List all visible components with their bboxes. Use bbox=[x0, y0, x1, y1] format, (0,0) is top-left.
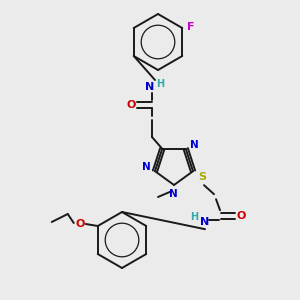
Text: O: O bbox=[236, 211, 246, 221]
Text: O: O bbox=[126, 100, 136, 110]
Text: F: F bbox=[188, 22, 195, 32]
Text: N: N bbox=[169, 189, 177, 199]
Text: N: N bbox=[200, 217, 210, 227]
Text: N: N bbox=[142, 162, 150, 172]
Text: N: N bbox=[146, 82, 154, 92]
Text: H: H bbox=[156, 79, 164, 89]
Text: N: N bbox=[190, 140, 199, 150]
Text: H: H bbox=[190, 212, 198, 222]
Text: O: O bbox=[75, 219, 84, 229]
Text: S: S bbox=[198, 172, 206, 182]
